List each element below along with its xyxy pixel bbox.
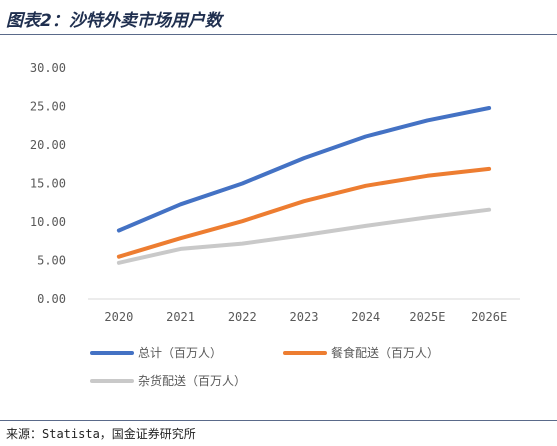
y-tick-label: 0.00: [37, 292, 66, 306]
x-tick-label: 2022: [228, 310, 257, 324]
series-line-0: [116, 106, 492, 233]
y-tick-label: 30.00: [30, 61, 66, 75]
legend-label-1: 餐食配送（百万人）: [331, 345, 439, 360]
x-tick-label: 2021: [166, 310, 195, 324]
legend: 总计（百万人） 餐食配送（百万人） 杂货配送（百万人）: [90, 345, 439, 388]
x-axis-tick-labels: 2020 2021 2022 2023 2024 2025E 2026E: [104, 310, 507, 324]
y-tick-label: 10.00: [30, 215, 66, 229]
series-line-1: [116, 166, 492, 259]
series-lines: [116, 106, 492, 265]
x-tick-label: 2023: [290, 310, 319, 324]
y-tick-label: 15.00: [30, 177, 66, 191]
y-tick-label: 25.00: [30, 100, 66, 114]
legend-label-0: 总计（百万人）: [138, 346, 222, 360]
x-tick-label: 2025E: [409, 310, 445, 324]
x-tick-label: 2020: [104, 310, 133, 324]
x-tick-label: 2026E: [471, 310, 507, 324]
y-axis-tick-labels: 0.00 5.00 10.00 15.00 20.00 25.00 30.00: [30, 61, 66, 306]
source-divider: [0, 420, 557, 421]
x-tick-label: 2024: [351, 310, 380, 324]
y-tick-label: 5.00: [37, 254, 66, 268]
source-note: 来源：Statista，国金证券研究所: [6, 427, 196, 441]
series-line-2: [116, 207, 492, 265]
title-divider: [0, 34, 557, 35]
legend-label-2: 杂货配送（百万人）: [138, 373, 246, 388]
y-tick-label: 20.00: [30, 138, 66, 152]
chart-title: 图表2：沙特外卖市场用户数: [6, 11, 222, 31]
